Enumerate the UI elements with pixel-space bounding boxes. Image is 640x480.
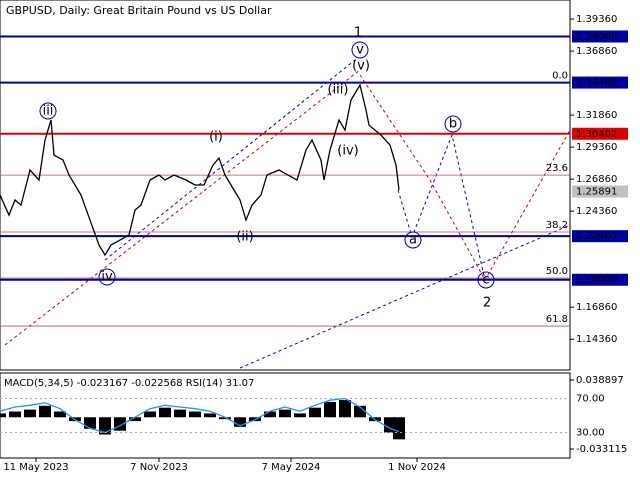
macd-bar — [84, 417, 96, 429]
macd-tick-label: -0.033115 — [576, 444, 627, 455]
macd-bar — [324, 401, 336, 418]
chart-title: GBPUSD, Daily: Great Britain Pound vs US… — [6, 4, 272, 17]
level-label: 1.19000 — [576, 275, 617, 286]
level-label: 1.30402 — [576, 129, 617, 140]
rsi-line — [0, 397, 400, 434]
macd-bar — [54, 411, 66, 418]
macd-bar — [129, 417, 141, 422]
macd-bar — [24, 409, 36, 418]
wave-label: (i) — [209, 130, 223, 145]
x-tick-label: 11 May 2023 — [3, 462, 68, 473]
wave-circle — [444, 115, 462, 133]
level-label: 1.34400 — [576, 78, 617, 89]
macd-bar — [159, 407, 171, 418]
channel-line — [104, 59, 356, 261]
wave-label: (iii) — [328, 83, 349, 98]
fib-label: 50.0 — [546, 266, 568, 277]
x-tick-label: 1 Nov 2024 — [388, 462, 446, 473]
wave-label: 2 — [483, 296, 491, 311]
macd-bar — [204, 413, 216, 418]
wave-circle — [477, 271, 495, 289]
y-tick-label: 1.24360 — [576, 206, 617, 217]
fib-label: 23.6 — [546, 163, 568, 174]
macd-bar — [9, 411, 21, 418]
channel-line — [4, 69, 361, 346]
wave-label: a — [409, 233, 417, 248]
fib-label: 0.0 — [552, 71, 568, 82]
main-pane — [0, 0, 571, 371]
macd-bar — [234, 417, 246, 427]
fib-label: 38.2 — [546, 220, 568, 231]
y-tick-label: 1.29360 — [576, 142, 617, 153]
macd-bar — [219, 417, 231, 420]
wave-label: v — [356, 43, 364, 58]
wave-circle — [351, 41, 369, 59]
macd-bar — [279, 409, 291, 418]
wave-label: (iv) — [337, 144, 358, 159]
indicator-title: MACD(5,34,5) -0.023167 -0.022568 RSI(14)… — [4, 378, 254, 389]
macd-bar — [39, 405, 51, 418]
y-tick-label: 1.36860 — [576, 46, 617, 57]
macd-bar — [189, 411, 201, 418]
x-tick-label: 7 Nov 2023 — [130, 462, 188, 473]
forecast-lines — [4, 59, 571, 369]
level-label: 1.38000 — [576, 31, 617, 42]
macd-bar — [309, 407, 321, 418]
fib-label: 61.8 — [546, 314, 568, 325]
level-label: 1.25891 — [576, 187, 617, 198]
y-tick-label: 1.14360 — [576, 334, 617, 345]
level-box — [572, 230, 628, 243]
wave-label: c — [482, 273, 489, 288]
macd-bar — [99, 417, 111, 435]
level-box — [572, 76, 628, 89]
macd-bar — [354, 405, 366, 418]
wave-circle — [404, 231, 422, 249]
y-tick-label: 1.31860 — [576, 110, 617, 121]
macd-bar — [339, 400, 351, 418]
y-tick-label: 1.39360 — [576, 14, 617, 25]
macd-tick-label: 0.038897 — [576, 375, 624, 386]
wave-label: (ii) — [236, 230, 253, 245]
y-tick-label: 1.26860 — [576, 174, 617, 185]
x-tick-label: 7 May 2024 — [262, 462, 321, 473]
macd-bar — [264, 411, 276, 418]
level-box — [572, 30, 628, 43]
wave-path — [397, 133, 486, 281]
level-box — [572, 273, 628, 286]
wave-circle — [98, 268, 116, 286]
level-label: 1.22403 — [576, 231, 617, 242]
wave-label: 1 — [354, 26, 362, 41]
rsi-tick-label: 30.00 — [576, 428, 605, 439]
wave-label: b — [449, 117, 457, 132]
macd-bar — [144, 411, 156, 418]
wave-label: (v) — [352, 59, 370, 74]
macd-bar — [174, 409, 186, 418]
wave-label: iv — [101, 270, 113, 285]
macd-bar — [393, 417, 405, 440]
macd-bar — [0, 413, 6, 418]
y-tick-label: 1.16860 — [576, 302, 617, 313]
price-line — [0, 83, 400, 257]
level-box — [572, 127, 628, 140]
level-box — [572, 185, 628, 198]
wave-path — [359, 74, 571, 282]
wave-label: iii — [43, 104, 54, 119]
wave-circle — [39, 102, 57, 120]
rsi-tick-label: 70.00 — [576, 394, 605, 405]
macd-bar — [294, 413, 306, 418]
